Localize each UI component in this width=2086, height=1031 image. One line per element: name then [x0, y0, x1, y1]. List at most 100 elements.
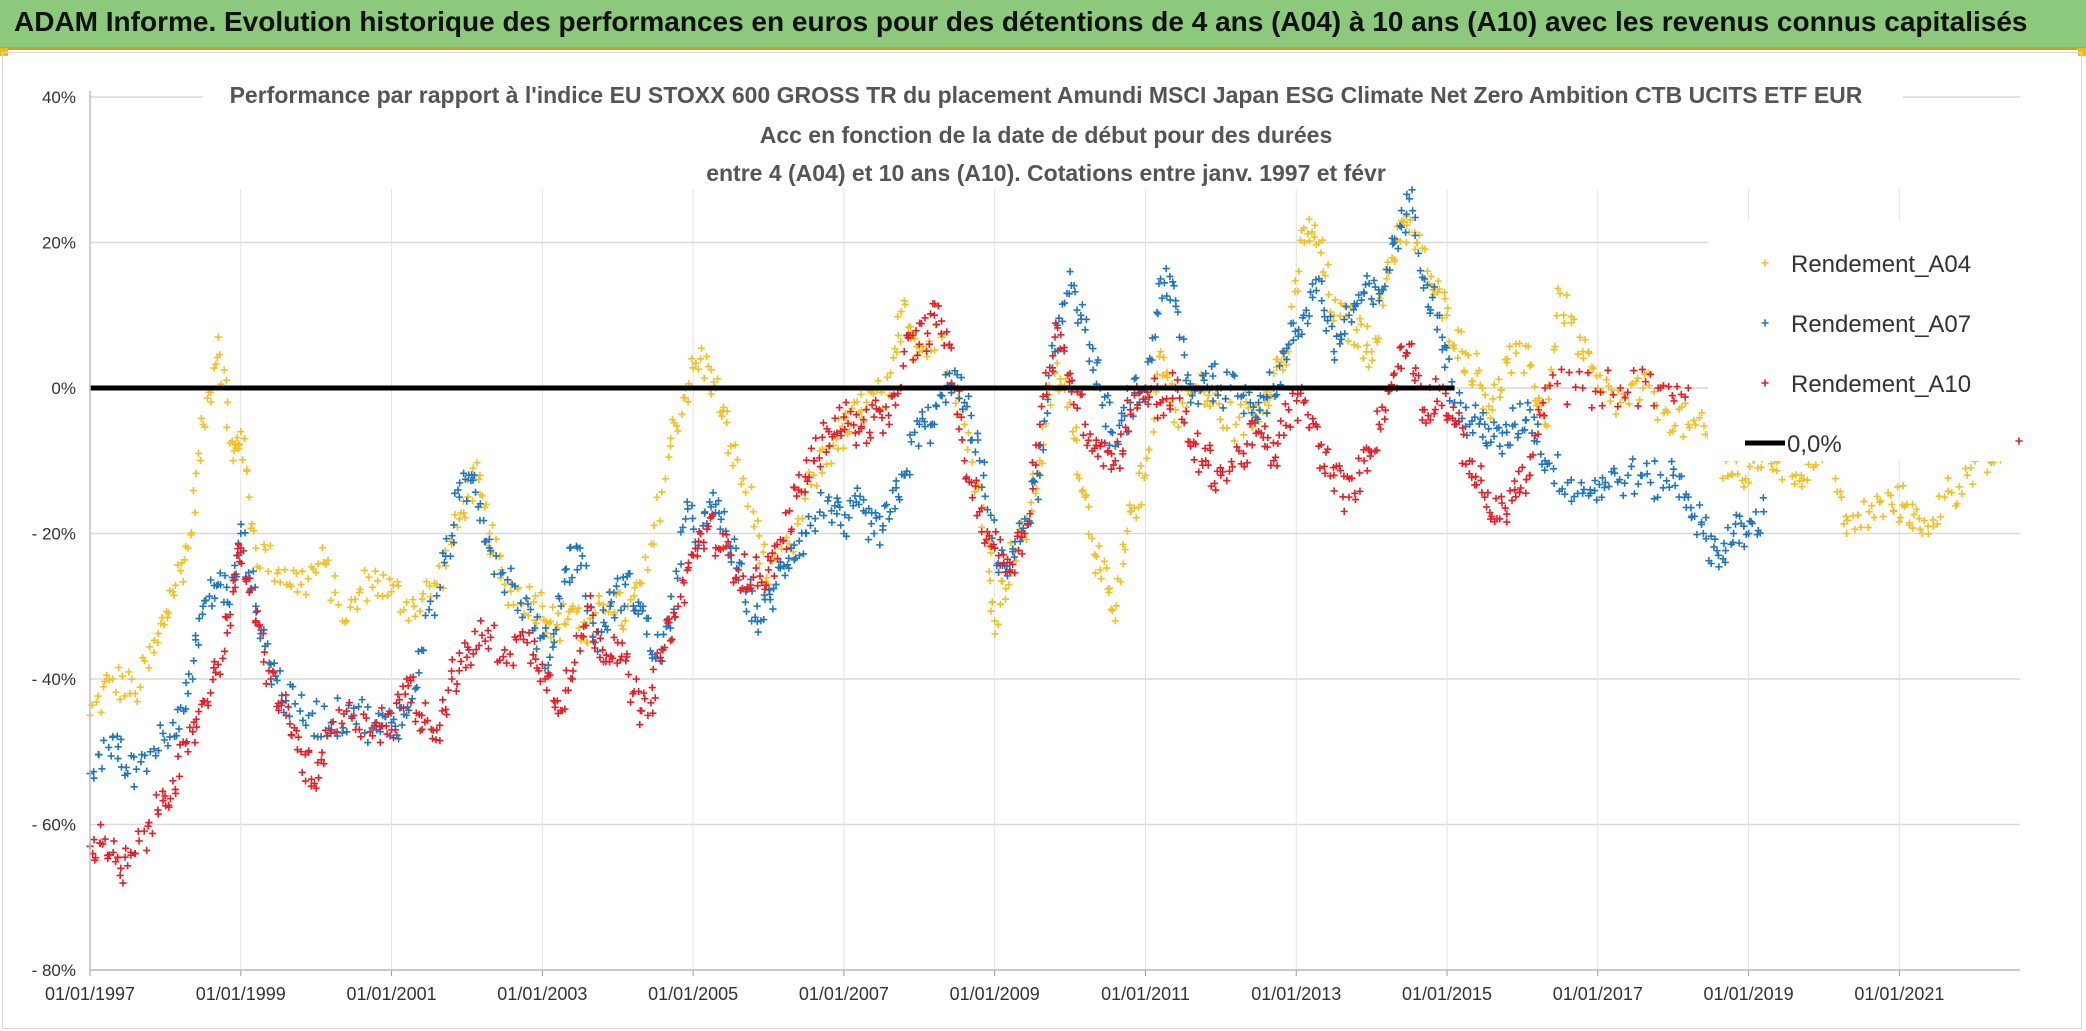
data-point: [1501, 504, 1509, 512]
data-point: [1428, 293, 1437, 302]
data-point: [1433, 325, 1441, 334]
data-point: [1486, 508, 1494, 517]
data-point: [1890, 507, 1898, 515]
data-point: [1026, 510, 1034, 518]
data-point: [273, 569, 282, 577]
data-point: [639, 602, 647, 610]
data-point: [1121, 423, 1130, 431]
data-point: [354, 703, 363, 711]
data-point: [1444, 412, 1452, 420]
data-point: [452, 687, 460, 695]
data-point: [1767, 460, 1775, 468]
data-point: [101, 835, 109, 843]
data-point: [440, 559, 448, 567]
data-point: [942, 398, 950, 406]
data-point: [973, 511, 981, 520]
data-point: [836, 503, 844, 511]
data-point: [703, 352, 711, 361]
data-point: [1242, 398, 1250, 406]
data-point: [1042, 369, 1050, 377]
data-point: [475, 641, 483, 650]
data-point: [842, 398, 850, 407]
data-point: [689, 364, 697, 372]
data-point: [764, 552, 772, 561]
data-point: [822, 448, 830, 456]
data-point: [553, 697, 562, 705]
data-point: [419, 590, 427, 598]
data-point: [1052, 319, 1060, 327]
data-point: [182, 679, 190, 687]
data-point: [918, 346, 926, 354]
data-point: [1383, 275, 1391, 283]
data-point: [418, 595, 426, 603]
data-point: [599, 606, 607, 614]
data-point: [1586, 489, 1595, 497]
data-point: [753, 618, 761, 626]
data-point: [1132, 374, 1140, 382]
data-point: [426, 582, 434, 590]
data-point: [617, 606, 625, 615]
data-point: [746, 581, 754, 589]
data-point: [1422, 419, 1430, 427]
data-point: [1044, 395, 1052, 404]
x-tick-label: 01/01/2015: [1402, 984, 1492, 1004]
data-point: [501, 580, 509, 589]
data-point: [524, 600, 532, 608]
data-point: [1488, 512, 1496, 521]
data-point: [314, 560, 322, 568]
data-point: [463, 653, 471, 661]
data-point: [715, 509, 723, 517]
data-point: [1070, 400, 1078, 409]
data-point: [226, 610, 234, 619]
data-point: [1248, 423, 1256, 432]
data-point: [372, 719, 381, 727]
performance-scatter-chart: Performance par rapport à l'indice EU ST…: [32, 71, 2038, 1004]
data-point: [1137, 501, 1145, 509]
data-point: [831, 502, 839, 510]
data-point: [175, 725, 183, 733]
data-point: [1148, 356, 1156, 364]
data-point: [1190, 456, 1198, 464]
data-point: [1969, 480, 1977, 488]
data-point: [526, 605, 535, 614]
x-tick-label: 01/01/2003: [497, 984, 587, 1004]
data-point: [1495, 375, 1503, 383]
data-point: [192, 636, 200, 644]
data-point: [571, 658, 579, 666]
data-point: [1636, 396, 1644, 404]
data-point: [1958, 490, 1966, 498]
data-point: [744, 502, 752, 510]
data-point: [773, 554, 782, 563]
data-point: [1289, 336, 1297, 344]
data-point: [834, 498, 842, 506]
data-point: [1293, 397, 1301, 405]
chart-title-line: Performance par rapport à l'indice EU ST…: [230, 82, 1863, 108]
data-point: [343, 728, 351, 736]
data-point: [801, 488, 809, 496]
data-point: [674, 574, 682, 582]
data-point: [1612, 410, 1620, 418]
data-point: [1496, 515, 1504, 523]
data-point: [1174, 308, 1182, 316]
data-point: [681, 394, 689, 402]
data-point: [741, 598, 750, 606]
data-point: [1440, 288, 1449, 297]
data-point: [1170, 418, 1178, 426]
data-point: [755, 560, 764, 568]
data-point: [994, 620, 1002, 629]
data-point: [1135, 389, 1143, 397]
data-point: [806, 521, 815, 530]
data-point: [620, 602, 629, 610]
data-point: [1720, 539, 1728, 547]
data-point: [1549, 371, 1557, 379]
data-point: [164, 742, 172, 750]
data-point: [613, 574, 622, 583]
data-point: [353, 605, 361, 613]
data-point: [1270, 369, 1278, 378]
data-point: [688, 355, 696, 363]
data-point: [1715, 563, 1723, 571]
data-point: [1083, 441, 1091, 449]
data-point: [637, 579, 646, 588]
data-point: [1424, 411, 1432, 420]
data-point: [361, 566, 369, 575]
